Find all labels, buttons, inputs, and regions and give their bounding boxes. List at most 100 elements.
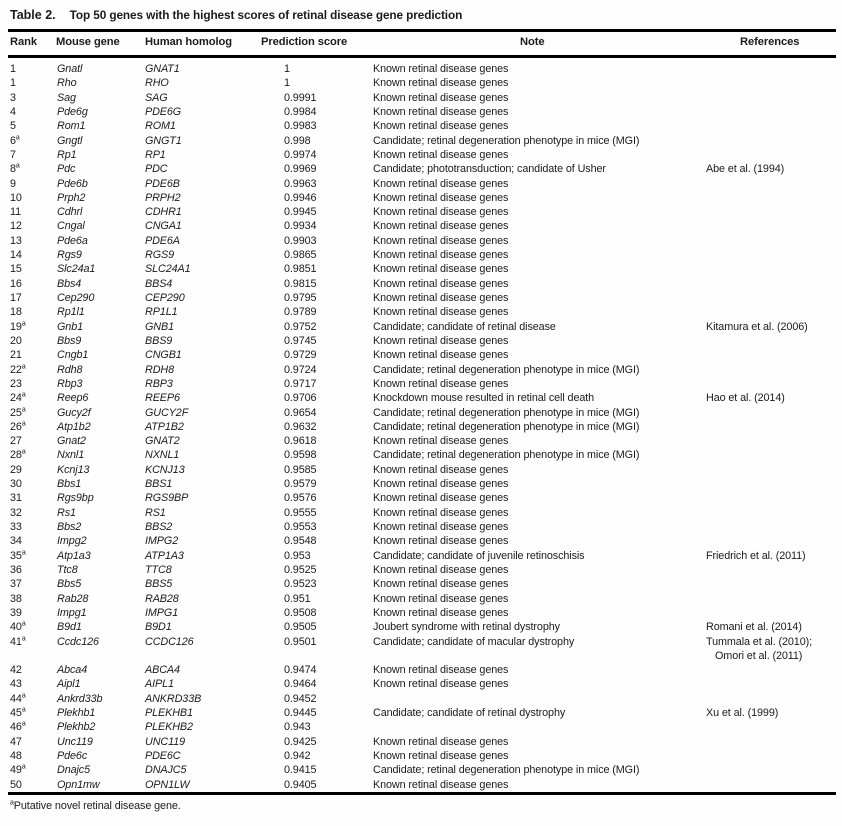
- table-row: 46a Plekhb2 PLEKHB2 0.943: [0, 720, 842, 734]
- mouse-gene-cell: Opn1mw: [57, 778, 100, 791]
- note-cell: Known retinal disease genes: [373, 105, 509, 118]
- rank-value: 5: [10, 120, 16, 133]
- rank-value: 27: [10, 435, 22, 448]
- prediction-score-cell: 0.9984: [284, 105, 317, 118]
- human-homolog-cell: PDE6B: [145, 177, 180, 190]
- table-row: 12 Cngal CNGA1 0.9934 Known retinal dise…: [0, 219, 842, 233]
- human-homolog-cell: ANKRD33B: [145, 692, 202, 705]
- human-homolog-cell: RAB28: [145, 592, 179, 605]
- human-homolog-cell: DNAJC5: [145, 764, 187, 777]
- col-header-rank: Rank: [10, 36, 37, 48]
- human-homolog-cell: BBS1: [145, 478, 173, 491]
- col-header-mouse-gene: Mouse gene: [56, 36, 120, 48]
- note-cell: Known retinal disease genes: [373, 435, 509, 448]
- rank-cell: 18: [10, 305, 22, 319]
- mouse-gene-cell: Bbs2: [57, 521, 82, 533]
- human-homolog-cell: PLEKHB1: [145, 707, 193, 720]
- note-cell: Known retinal disease genes: [373, 521, 509, 533]
- note-cell: Candidate; retinal degeneration phenotyp…: [373, 449, 640, 462]
- table-body: 1 Gnatl GNAT1 1 Known retinal disease ge…: [0, 62, 842, 792]
- table-row: 43 Aipl1 AIPL1 0.9464 Known retinal dise…: [0, 677, 842, 691]
- rank-cell: 5: [10, 119, 16, 133]
- mouse-gene-cell: Impg1: [57, 606, 87, 619]
- rank-value: 22: [10, 363, 22, 376]
- prediction-score-cell: 0.9632: [284, 420, 317, 433]
- col-header-human-homolog: Human homolog: [145, 36, 232, 48]
- table-row: 22a Rdh8 RDH8 0.9724 Candidate; retinal …: [0, 363, 842, 377]
- rank-value: 8: [10, 163, 16, 176]
- mouse-gene-cell: Plekhb1: [57, 707, 96, 720]
- rank-cell: 16: [10, 277, 22, 291]
- table-row: 13 Pde6a PDE6A 0.9903 Known retinal dise…: [0, 234, 842, 248]
- novel-gene-marker: a: [21, 720, 26, 728]
- novel-gene-marker: a: [21, 692, 26, 700]
- novel-gene-marker: a: [21, 320, 26, 328]
- prediction-score-cell: 0.9598: [284, 449, 317, 462]
- rank-cell: 9: [10, 177, 16, 191]
- novel-gene-marker: a: [21, 549, 26, 557]
- rank-value: 26: [10, 420, 22, 433]
- prediction-score-cell: 0.9405: [284, 778, 317, 791]
- note-cell: Known retinal disease genes: [373, 606, 509, 619]
- mouse-gene-cell: Rho: [57, 77, 77, 90]
- rank-value: 18: [10, 306, 22, 319]
- header-rule: [8, 55, 836, 58]
- prediction-score-cell: 0.9553: [284, 521, 317, 533]
- rank-cell: 46a: [10, 720, 26, 734]
- prediction-score-cell: 0.9508: [284, 606, 317, 619]
- rank-cell: 30: [10, 477, 22, 491]
- rank-value: 35: [10, 549, 22, 562]
- rank-cell: 4: [10, 105, 16, 119]
- mouse-gene-cell: Rgs9bp: [57, 492, 94, 505]
- table-row: 7 Rp1 RP1 0.9974 Known retinal disease g…: [0, 148, 842, 162]
- table-row: 17 Cep290 CEP290 0.9795 Known retinal di…: [0, 291, 842, 305]
- rank-cell: 26a: [10, 420, 26, 434]
- human-homolog-cell: BBS9: [145, 334, 173, 347]
- human-homolog-cell: ROM1: [145, 120, 176, 133]
- rank-cell: 45a: [10, 706, 26, 720]
- human-homolog-cell: PLEKHB2: [145, 721, 193, 734]
- rank-value: 32: [10, 506, 22, 519]
- rank-value: 14: [10, 249, 22, 262]
- note-cell: Known retinal disease genes: [373, 292, 509, 304]
- rank-cell: 19a: [10, 320, 26, 334]
- rank-cell: 33: [10, 520, 22, 534]
- rank-cell: 28a: [10, 448, 26, 462]
- table-row: 4 Pde6g PDE6G 0.9984 Known retinal disea…: [0, 105, 842, 119]
- prediction-score-cell: 0.9523: [284, 578, 317, 591]
- references-cell: Abe et al. (1994): [706, 163, 785, 176]
- rank-cell: 22a: [10, 363, 26, 377]
- human-homolog-cell: SAG: [145, 91, 168, 104]
- rank-value: 12: [10, 220, 22, 233]
- rank-cell: 36: [10, 563, 22, 577]
- table-row: 29 Kcnj13 KCNJ13 0.9585 Known retinal di…: [0, 463, 842, 477]
- rank-value: 21: [10, 349, 22, 362]
- mouse-gene-cell: Sag: [57, 91, 76, 104]
- mouse-gene-cell: Gucy2f: [57, 406, 91, 419]
- table-caption: Top 50 genes with the highest scores of …: [69, 8, 463, 22]
- human-homolog-cell: BBS5: [145, 578, 173, 591]
- prediction-score-cell: 0.9505: [284, 621, 317, 634]
- prediction-score-cell: 0.9525: [284, 563, 317, 576]
- rank-value: 36: [10, 563, 22, 576]
- rank-value: 39: [10, 606, 22, 619]
- mouse-gene-cell: Aipl1: [57, 678, 81, 691]
- human-homolog-cell: BBS2: [145, 521, 173, 533]
- human-homolog-cell: GNAT1: [145, 63, 180, 75]
- prediction-score-cell: 0.9555: [284, 506, 317, 519]
- note-cell: Candidate; retinal degeneration phenotyp…: [373, 363, 640, 376]
- prediction-score-cell: 0.9969: [284, 163, 317, 176]
- rank-cell: 32: [10, 506, 22, 520]
- prediction-score-cell: 1: [284, 77, 290, 90]
- table-row: 18 Rp1l1 RP1L1 0.9789 Known retinal dise…: [0, 305, 842, 319]
- prediction-score-cell: 0.9576: [284, 492, 317, 505]
- rank-value: 50: [10, 778, 22, 791]
- human-homolog-cell: CDHR1: [145, 206, 182, 219]
- human-homolog-cell: GUCY2F: [145, 406, 189, 419]
- col-header-references: References: [740, 36, 800, 48]
- rank-value: 1: [10, 63, 16, 75]
- prediction-score-cell: 0.9752: [284, 320, 317, 333]
- table-row: 19a Gnb1 GNB1 0.9752 Candidate; candidat…: [0, 320, 842, 334]
- table-row: 25a Gucy2f GUCY2F 0.9654 Candidate; reti…: [0, 406, 842, 420]
- rank-value: 25: [10, 406, 22, 419]
